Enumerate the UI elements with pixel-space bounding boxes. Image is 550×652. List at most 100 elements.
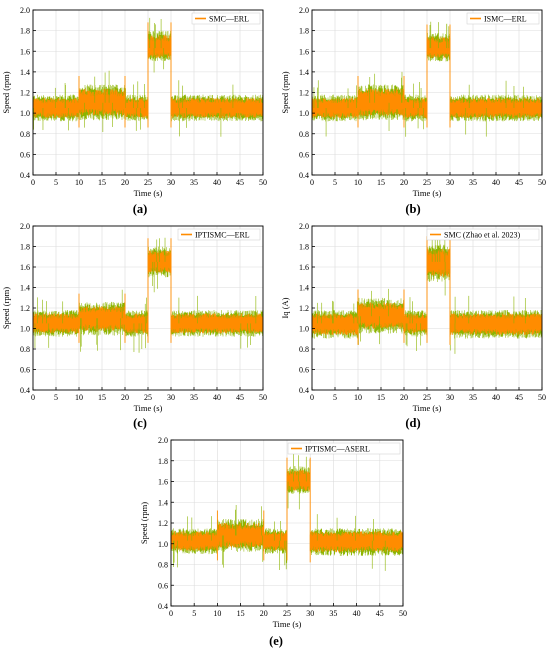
x-tick-label: 40 bbox=[353, 609, 361, 618]
x-tick-label: 45 bbox=[236, 393, 244, 402]
x-tick-label: 15 bbox=[377, 393, 385, 402]
y-axis-label: Speed (rpm) bbox=[1, 287, 11, 329]
legend-box bbox=[466, 12, 540, 25]
x-tick-label: 0 bbox=[169, 609, 173, 618]
x-tick-label: 30 bbox=[306, 609, 314, 618]
x-axis-label: Time (s) bbox=[273, 619, 302, 629]
legend-entry: IPTISMC—ASERL bbox=[305, 445, 370, 454]
y-tick-label: 1.8 bbox=[299, 243, 309, 252]
y-tick-label: 1.0 bbox=[299, 109, 309, 118]
signal-spikes bbox=[449, 295, 526, 354]
y-tick-label: 0.8 bbox=[20, 130, 30, 139]
signal-spikes bbox=[465, 80, 524, 137]
y-tick-label: 1.6 bbox=[20, 47, 30, 56]
step-transition-lines bbox=[357, 24, 451, 128]
x-tick-label: 35 bbox=[469, 178, 477, 187]
x-tick-label: 50 bbox=[538, 393, 546, 402]
y-tick-label: 0.8 bbox=[299, 345, 309, 354]
y-tick-label: 1.6 bbox=[299, 47, 309, 56]
y-tick-label: 1.0 bbox=[20, 325, 30, 334]
signal-core-orange bbox=[449, 313, 543, 335]
y-tick-label: 0.6 bbox=[299, 366, 309, 375]
y-tick-label: 1.0 bbox=[20, 109, 30, 118]
signal-spikes bbox=[152, 237, 166, 293]
signal-segment bbox=[147, 237, 172, 293]
chart-panel: 0 5 10 15 20 25 30 35 40 45 50 0.4 0.6 0.8 1.0 1.2 1.4 1.… bbox=[1, 222, 267, 430]
y-tick-label: 0.8 bbox=[299, 130, 309, 139]
signal-spikes bbox=[431, 231, 446, 296]
signal-segment bbox=[147, 17, 172, 73]
chart-panel: 0 5 10 15 20 25 30 35 40 45 50 0.4 0.6 0.8 1.0 1.2 1.4 1.… bbox=[280, 6, 546, 216]
step-transition-lines bbox=[216, 457, 311, 563]
panel-label: (b) bbox=[405, 202, 420, 216]
y-tick-label: 1.4 bbox=[20, 284, 30, 293]
signal-spikes bbox=[178, 295, 257, 349]
y-tick-label: 2.0 bbox=[20, 6, 30, 15]
signal-spikes bbox=[405, 81, 424, 137]
x-tick-label: 10 bbox=[354, 178, 362, 187]
signal-segment bbox=[403, 81, 428, 137]
y-tick-label: 0.4 bbox=[20, 386, 30, 395]
y-tick-label: 0.4 bbox=[299, 386, 309, 395]
x-axis-label: Time (s) bbox=[413, 403, 442, 413]
y-tick-label: 1.2 bbox=[299, 89, 309, 98]
x-tick-label: 25 bbox=[423, 178, 431, 187]
signal-spikes bbox=[405, 297, 422, 351]
y-tick-label: 0.6 bbox=[20, 366, 30, 375]
signal-spikes bbox=[133, 297, 147, 353]
x-tick-label: 5 bbox=[54, 178, 58, 187]
x-tick-label: 45 bbox=[236, 178, 244, 187]
x-tick-label: 30 bbox=[167, 393, 175, 402]
x-tick-label: 0 bbox=[31, 178, 35, 187]
x-tick-label: 45 bbox=[376, 609, 384, 618]
x-tick-label: 10 bbox=[75, 178, 83, 187]
x-tick-label: 30 bbox=[167, 178, 175, 187]
y-axis-label: Speed (rpm) bbox=[1, 71, 11, 113]
legend-entry: IPTISMC—ERL bbox=[195, 231, 250, 240]
legend-box bbox=[191, 12, 261, 25]
y-axis-label: Iq (A) bbox=[280, 297, 290, 318]
y-tick-label: 0.8 bbox=[20, 345, 30, 354]
x-tick-label: 0 bbox=[310, 178, 314, 187]
y-tick-label: 1.6 bbox=[299, 263, 309, 272]
signal-segment bbox=[78, 70, 126, 133]
legend: IPTISMC—ASERL bbox=[287, 442, 401, 455]
legend: ISMC—ERL bbox=[466, 12, 540, 25]
x-axis-label: Time (s) bbox=[134, 403, 163, 413]
x-tick-label: 30 bbox=[446, 393, 454, 402]
legend-entry: SMC—ERL bbox=[209, 15, 249, 24]
signal-segment bbox=[124, 297, 149, 353]
x-tick-label: 40 bbox=[213, 393, 221, 402]
x-tick-label: 20 bbox=[260, 609, 268, 618]
y-tick-label: 1.4 bbox=[20, 68, 30, 77]
y-tick-label: 1.2 bbox=[20, 304, 30, 313]
y-tick-label: 1.0 bbox=[158, 540, 168, 549]
y-tick-label: 0.4 bbox=[299, 171, 309, 180]
signal-segment bbox=[32, 297, 80, 349]
signal-core-orange bbox=[263, 531, 288, 551]
x-tick-label: 20 bbox=[121, 393, 129, 402]
legend-box bbox=[177, 228, 261, 241]
x-tick-label: 45 bbox=[515, 393, 523, 402]
panel-label: (e) bbox=[269, 634, 283, 648]
y-tick-label: 0.4 bbox=[158, 602, 168, 611]
x-tick-label: 15 bbox=[98, 178, 106, 187]
x-tick-label: 35 bbox=[190, 178, 198, 187]
legend: IPTISMC—ERL bbox=[177, 228, 261, 241]
signal-spikes bbox=[149, 17, 165, 73]
y-tick-label: 0.6 bbox=[20, 150, 30, 159]
legend-entry: SMC (Zhao et al. 2023) bbox=[444, 231, 521, 240]
signal-spikes bbox=[369, 71, 403, 131]
x-tick-label: 35 bbox=[190, 393, 198, 402]
signal-spikes bbox=[316, 300, 358, 324]
signal-segment bbox=[170, 295, 264, 349]
x-tick-label: 20 bbox=[121, 178, 129, 187]
legend-box bbox=[287, 442, 401, 455]
x-tick-label: 5 bbox=[192, 609, 196, 618]
x-tick-label: 5 bbox=[333, 178, 337, 187]
step-transition-lines bbox=[78, 22, 172, 128]
x-tick-label: 40 bbox=[492, 178, 500, 187]
x-tick-label: 0 bbox=[31, 393, 35, 402]
signal-spikes bbox=[173, 516, 212, 568]
x-tick-label: 25 bbox=[283, 609, 291, 618]
